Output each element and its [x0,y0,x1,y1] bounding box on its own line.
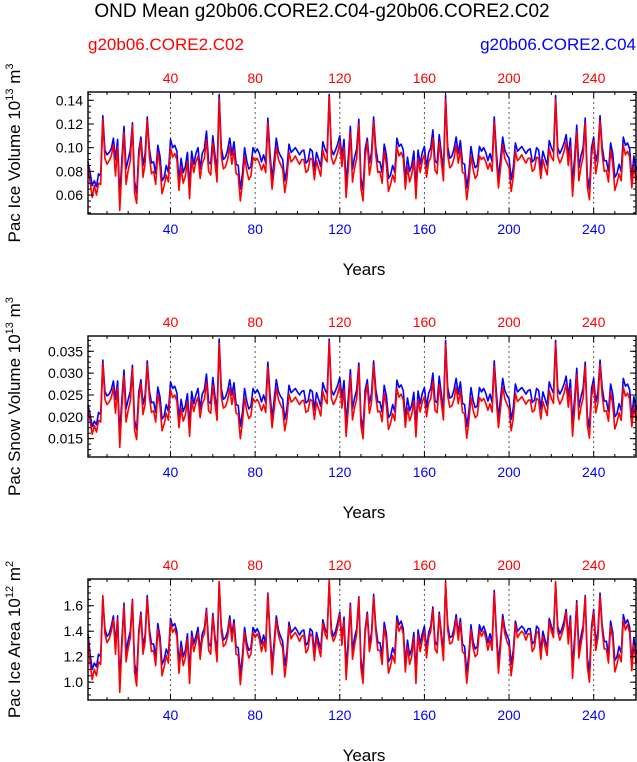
x-tick-label-top: 80 [247,70,263,86]
y-tick-label: 0.020 [48,409,83,425]
x-tick-label-bottom: 120 [328,464,352,480]
x-tick-label-bottom: 240 [582,464,606,480]
series-line-c02 [87,579,637,694]
plot-frame [87,335,637,458]
y-tick-label: 0.015 [48,431,83,447]
plot-frame [87,578,637,701]
plot-frame [87,91,637,215]
y-label-unit-tail: m [5,567,24,586]
x-tick-label-bottom: 40 [163,464,179,480]
x-tick-label-top: 160 [413,314,437,330]
y-tick-label: 1.6 [64,598,84,614]
y-label-exp2: 2 [4,561,16,567]
y-tick-label: 0.025 [48,387,83,403]
x-tick-label-top: 80 [247,314,263,330]
y-tick-label: 0.06 [56,187,83,203]
y-label-exp1: 13 [4,88,16,100]
legend-c02: g20b06.CORE2.C02 [88,35,244,54]
x-tick-label-bottom: 160 [413,464,437,480]
x-tick-label-top: 160 [413,70,437,86]
x-tick-label-bottom: 200 [497,221,521,237]
series-line-c02 [87,340,637,449]
y-tick-label: 0.030 [48,365,83,381]
x-tick-label-bottom: 240 [582,221,606,237]
y-tick-label: 0.10 [56,140,83,156]
x-tick-label-bottom: 80 [247,221,263,237]
y-label-exp2: 3 [4,297,16,303]
x-tick-label-top: 200 [497,314,521,330]
y-tick-label: 1.4 [64,623,84,639]
y-tick-label: 0.12 [56,116,83,132]
x-axis-label: Years [343,503,386,522]
y-axis-label: Pac Ice Area 1012 m2 [4,561,24,718]
x-tick-label-bottom: 120 [328,221,352,237]
y-label-text: Pac Ice Area [5,621,24,718]
y-label-exp1: 12 [4,586,16,598]
y-label-text: Pac Ice Volume [5,124,24,242]
y-label-exp2: 3 [4,63,16,69]
y-axis-label: Pac Ice Volume 1013 m3 [4,63,24,242]
y-tick-label: 1.2 [64,649,84,665]
x-tick-label-bottom: 40 [163,707,179,723]
y-tick-label: 1.0 [64,674,84,690]
panel-2: 0.015 0.020 0.025 0.030 0.035 40 40 80 80 120 120 1… [4,297,637,522]
x-axis-label: Years [343,260,386,279]
x-tick-label-top: 240 [582,70,606,86]
y-label-exp1: 13 [4,322,16,334]
x-tick-label-bottom: 40 [163,221,179,237]
x-axis-label: Years [343,746,386,762]
x-tick-label-top: 80 [247,557,263,573]
y-tick-label: 0.14 [56,92,83,108]
legend-c04: g20b06.CORE2.C04 [480,35,636,54]
y-label-units: 10 [5,598,24,617]
x-tick-label-top: 120 [328,314,352,330]
x-tick-label-top: 40 [163,557,179,573]
y-label-unit-tail: m [5,70,24,89]
x-tick-label-top: 40 [163,70,179,86]
x-tick-label-top: 120 [328,557,352,573]
x-tick-label-bottom: 160 [413,221,437,237]
x-tick-label-bottom: 160 [413,707,437,723]
y-label-unit-tail: m [5,303,24,322]
x-tick-label-top: 200 [497,70,521,86]
panel-1: 0.06 0.08 0.10 0.12 0.14 40 40 80 80 120 120 160 160… [4,63,637,279]
y-label-text: Pac Snow Volume [5,358,24,496]
x-tick-label-bottom: 80 [247,707,263,723]
panel-3: 1.0 1.2 1.4 1.6 40 40 80 80 120 120 160 160 200 200 24… [4,557,637,762]
x-tick-label-bottom: 200 [497,707,521,723]
panels: 0.06 0.08 0.10 0.12 0.14 40 40 80 80 120 120 160 160… [4,63,637,762]
series-line-c02 [87,95,637,212]
y-label-units: 10 [5,334,24,353]
x-tick-label-top: 120 [328,70,352,86]
x-tick-label-top: 40 [163,314,179,330]
x-tick-label-bottom: 200 [497,464,521,480]
y-tick-label: 0.035 [48,343,83,359]
x-tick-label-bottom: 80 [247,464,263,480]
x-tick-label-top: 240 [582,557,606,573]
x-tick-label-bottom: 240 [582,707,606,723]
y-axis-label: Pac Snow Volume 1013 m3 [4,297,24,496]
x-tick-label-bottom: 120 [328,707,352,723]
y-tick-label: 0.08 [56,163,83,179]
x-tick-label-top: 240 [582,314,606,330]
y-label-units: 10 [5,101,24,120]
x-tick-label-top: 200 [497,557,521,573]
page-title: OND Mean g20b06.CORE2.C04-g20b06.CORE2.C… [94,1,549,22]
x-tick-label-top: 160 [413,557,437,573]
